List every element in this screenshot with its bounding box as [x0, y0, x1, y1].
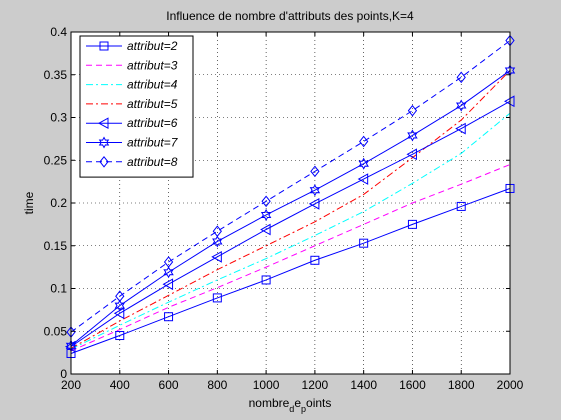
data-point-marker: [455, 122, 466, 135]
data-point-marker: [357, 173, 369, 185]
legend-entry: attribut=5: [86, 97, 178, 111]
x-tick-label: 800: [207, 378, 227, 392]
y-tick-label: 0.15: [44, 239, 68, 253]
data-point-marker: [162, 278, 174, 291]
data-point-marker: [406, 148, 417, 161]
data-point-marker: [309, 184, 321, 197]
data-point-marker: [115, 331, 125, 341]
legend-entry: attribut=2: [86, 39, 178, 53]
data-point-marker: [407, 104, 418, 117]
legend-label: attribut=6: [127, 116, 178, 130]
data-point-marker: [407, 129, 418, 142]
legend-label: attribut=5: [127, 97, 178, 111]
series-line: [70, 70, 511, 349]
legend-entry: attribut=3: [86, 58, 178, 72]
y-tick-label: 0.4: [50, 25, 67, 39]
data-point-marker: [261, 275, 271, 285]
x-tick-label: 1000: [253, 378, 280, 392]
y-tick-label: 0.1: [50, 282, 67, 296]
legend-entry: attribut=6: [86, 116, 178, 130]
legend-label: attribut=2: [127, 39, 178, 53]
axis-ticks: 200 400 600 800 1000 1200 1400 1600 1800 2000 0 0.0…: [44, 25, 524, 392]
data-point-marker: [163, 266, 174, 279]
data-point-marker: [456, 71, 466, 84]
legend-marker: [99, 155, 109, 168]
legend-entry: attribut=8: [86, 155, 178, 169]
legend-marker: [97, 117, 109, 130]
chart-title: Influence de nombre d'attributs des poin…: [166, 9, 414, 23]
x-axis-title-subscript: d: [289, 404, 294, 414]
series-line: [70, 100, 511, 348]
data-point-marker: [163, 256, 174, 268]
legend-marker: [98, 136, 110, 149]
x-tick-label: 400: [110, 378, 130, 392]
data-point-marker: [212, 235, 223, 248]
data-point-marker: [359, 238, 369, 248]
y-tick-label: 0.2: [50, 196, 67, 210]
series-line: [70, 188, 511, 354]
x-axis-title-part: nombre: [249, 396, 290, 410]
legend-entry: attribut=4: [86, 78, 178, 92]
x-tick-label: 1600: [399, 378, 426, 392]
legend-label: attribut=7: [127, 136, 179, 150]
x-tick-label: 200: [61, 378, 81, 392]
data-point-marker: [358, 157, 369, 170]
legend-box: [79, 35, 194, 178]
series-4: [70, 70, 511, 349]
x-axis-title-subscript: p: [301, 404, 306, 414]
data-point-marker: [260, 208, 272, 222]
y-tick-label: 0.25: [44, 153, 68, 167]
data-point-marker: [114, 299, 126, 312]
data-point-marker: [212, 293, 222, 303]
data-point-marker: [310, 165, 320, 178]
x-axis-title-part: e: [294, 396, 301, 410]
x-tick-label: 1200: [302, 378, 329, 392]
x-tick-label: 1800: [448, 378, 475, 392]
legend-marker: [99, 41, 109, 51]
x-tick-label: 2000: [497, 378, 524, 392]
y-tick-label: 0.05: [44, 324, 68, 338]
legend-label: attribut=8: [127, 155, 178, 169]
data-point-marker: [359, 135, 369, 148]
series-line: [70, 112, 511, 350]
series-line: [70, 70, 511, 347]
data-point-marker: [164, 312, 174, 322]
data-point-marker: [456, 201, 466, 211]
series-2: [70, 164, 511, 352]
data-point-marker: [260, 223, 271, 236]
legend-label: attribut=3: [127, 58, 178, 72]
legend-entry: attribut=7: [86, 136, 179, 150]
x-axis-title-part: oints: [306, 396, 331, 410]
series-line: [70, 40, 511, 333]
series-group: [64, 34, 516, 358]
legend: attribut=2 attribut=3 attribut=4 attribut=5…: [79, 35, 194, 178]
x-tick-label: 1400: [350, 378, 377, 392]
series-1: [66, 183, 515, 358]
data-point-marker: [310, 255, 320, 265]
data-point-marker: [407, 219, 417, 229]
y-tick-label: 0.35: [44, 68, 68, 82]
y-tick-label: 0.3: [50, 111, 67, 125]
data-point-marker: [115, 290, 125, 302]
x-tick-label: 600: [159, 378, 179, 392]
y-axis-title: time: [22, 191, 36, 214]
data-point-marker: [211, 251, 222, 263]
data-point-marker: [455, 99, 467, 112]
data-point-marker: [261, 195, 271, 208]
series-3: [70, 112, 511, 350]
series-line: [70, 164, 511, 352]
y-tick-label: 0: [60, 367, 67, 381]
data-point-marker: [113, 307, 125, 320]
x-axis-title: nombredepoints: [249, 396, 332, 414]
legend-label: attribut=4: [127, 78, 178, 92]
data-point-marker: [308, 198, 320, 210]
data-point-marker: [212, 225, 222, 238]
